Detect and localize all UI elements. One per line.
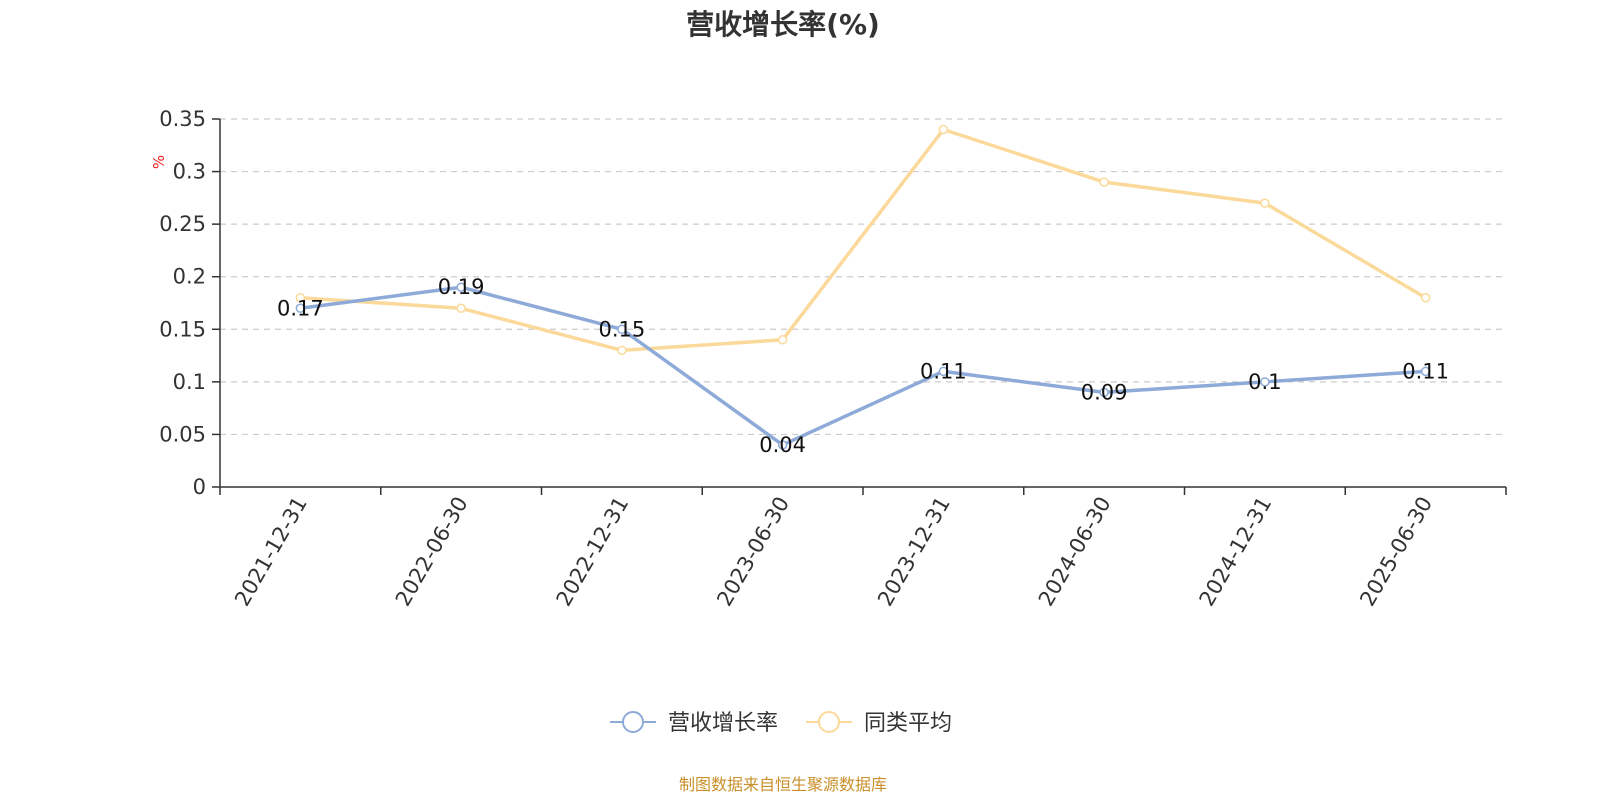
data-point [938,366,949,377]
x-tick-label: 2025-06-30 [1355,493,1437,611]
data-point [1260,377,1270,387]
data-label: 0.04 [759,433,806,457]
legend[interactable]: 营收增长率 同类平均 [610,711,952,736]
legend-marker [818,711,840,733]
y-tick-label: 0.3 [173,160,206,184]
data-point [617,345,627,356]
data-point [1099,177,1109,187]
y-tick-label: 0.1 [173,370,206,394]
y-tick-label: 0.2 [173,265,206,289]
y-tick-label: 0.35 [159,107,206,131]
data-point [777,440,788,450]
data-label: 0.15 [598,317,645,341]
data-point [617,324,627,335]
data-label: 0.19 [438,275,485,299]
chart-title: 营收增长率(%) [686,8,880,41]
data-labels: 0.17 0.19 0.15 0.04 0.11 0.09 0.1 0.11 [277,275,1449,457]
data-point [1260,198,1270,208]
data-label: 0.17 [277,296,324,320]
y-tick-label: 0.05 [159,422,206,446]
legend-label: 同类平均 [864,711,952,736]
x-tick-label: 2022-12-31 [552,493,634,611]
data-point [295,303,306,314]
legend-item[interactable]: 营收增长率 [610,711,778,736]
grid-lines [220,118,1506,436]
data-point [295,292,306,303]
x-tick-label: 2021-12-31 [230,493,312,611]
data-point [1420,366,1431,377]
legend-item[interactable]: 同类平均 [806,711,952,736]
x-tick-label: 2023-12-31 [873,493,955,611]
y-tick-label: 0.25 [159,212,206,236]
data-label: 0.11 [1402,359,1449,383]
data-point [456,282,466,292]
series-line [300,127,1427,353]
series-line [300,285,1426,447]
y-tick-label: 0 [193,475,206,499]
legend-label: 营收增长率 [668,711,778,736]
data-point [938,124,949,135]
y-tick-label: 0.15 [159,317,206,341]
y-axis-unit-label: % [150,155,168,169]
data-label: 0.09 [1081,380,1128,404]
x-tick-label: 2024-06-30 [1034,493,1116,611]
axes: 0 0.05 0.1 0.15 0.2 0.25 0.3 0.35 2021-12-31 2022… [159,107,1507,611]
x-tick-label: 2023-06-30 [712,493,794,611]
series-lines [295,124,1431,450]
legend-marker [622,711,644,733]
source-note: 制图数据来自恒生聚源数据库 [679,775,887,794]
data-point [456,303,466,314]
data-point [1420,292,1431,303]
x-tick-label: 2024-12-31 [1195,493,1277,611]
x-tick-label: 2022-06-30 [391,493,473,611]
data-label: 0.11 [920,359,967,383]
data-point [777,335,788,345]
data-label: 0.1 [1248,370,1281,394]
data-point [1099,387,1109,398]
